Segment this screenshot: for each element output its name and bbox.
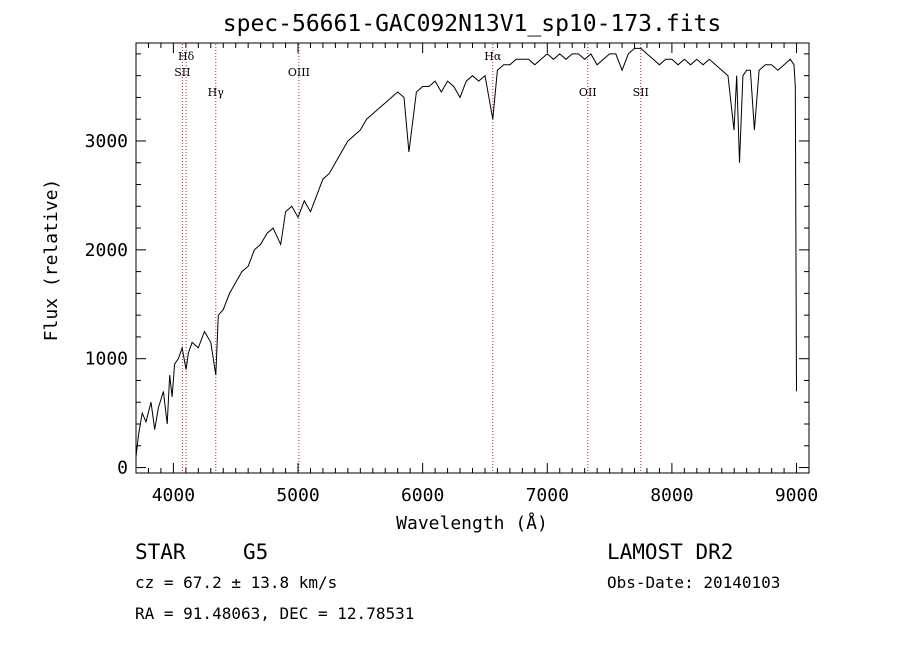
spectrum-line [135,47,797,457]
x-tick-label: 4000 [152,485,195,506]
sky-coordinates: RA = 91.48063, DEC = 12.78531 [135,604,414,623]
y-tick-label: 2000 [85,240,128,261]
y-axis-ticks: 0 1000 2000 3000 [85,53,809,479]
x-tick-label: 7000 [526,485,569,506]
y-tick-label: 3000 [85,131,128,152]
x-tick-label: 6000 [401,485,444,506]
chart-title: spec-56661-GAC092N13V1_sp10-173.fits [223,11,722,37]
line-label-hγ: Hγ [208,86,225,99]
observation-date: Obs-Date: 20140103 [607,573,780,592]
x-axis-ticks: 4000 5000 6000 7000 8000 9000 [135,43,818,506]
line-label-oiii: OIII [288,66,310,79]
y-tick-label: 1000 [85,349,128,370]
line-label-oii: OII [579,86,597,99]
x-tick-label: 5000 [276,485,319,506]
x-axis-label: Wavelength (Å) [396,512,548,534]
y-tick-label: 0 [117,458,128,479]
x-tick-label: 8000 [650,485,693,506]
plot-area [135,42,810,474]
line-label-hδ: Hδ [178,50,195,63]
line-label-hα: Hα [484,50,502,63]
line-label-sii: SII [633,86,649,99]
line-label-sii: SII [174,66,190,79]
spectral-subclass: G5 [243,540,268,564]
redshift-velocity: cz = 67.2 ± 13.8 km/s [135,573,337,592]
x-tick-label: 9000 [775,485,818,506]
object-class: STAR [135,540,186,564]
y-axis-label: Flux (relative) [41,179,62,342]
spectral-line-markers: Hδ SII Hγ OIII Hα OII SII [174,44,649,473]
survey-name: LAMOST DR2 [607,540,733,564]
plot-border [135,42,810,474]
